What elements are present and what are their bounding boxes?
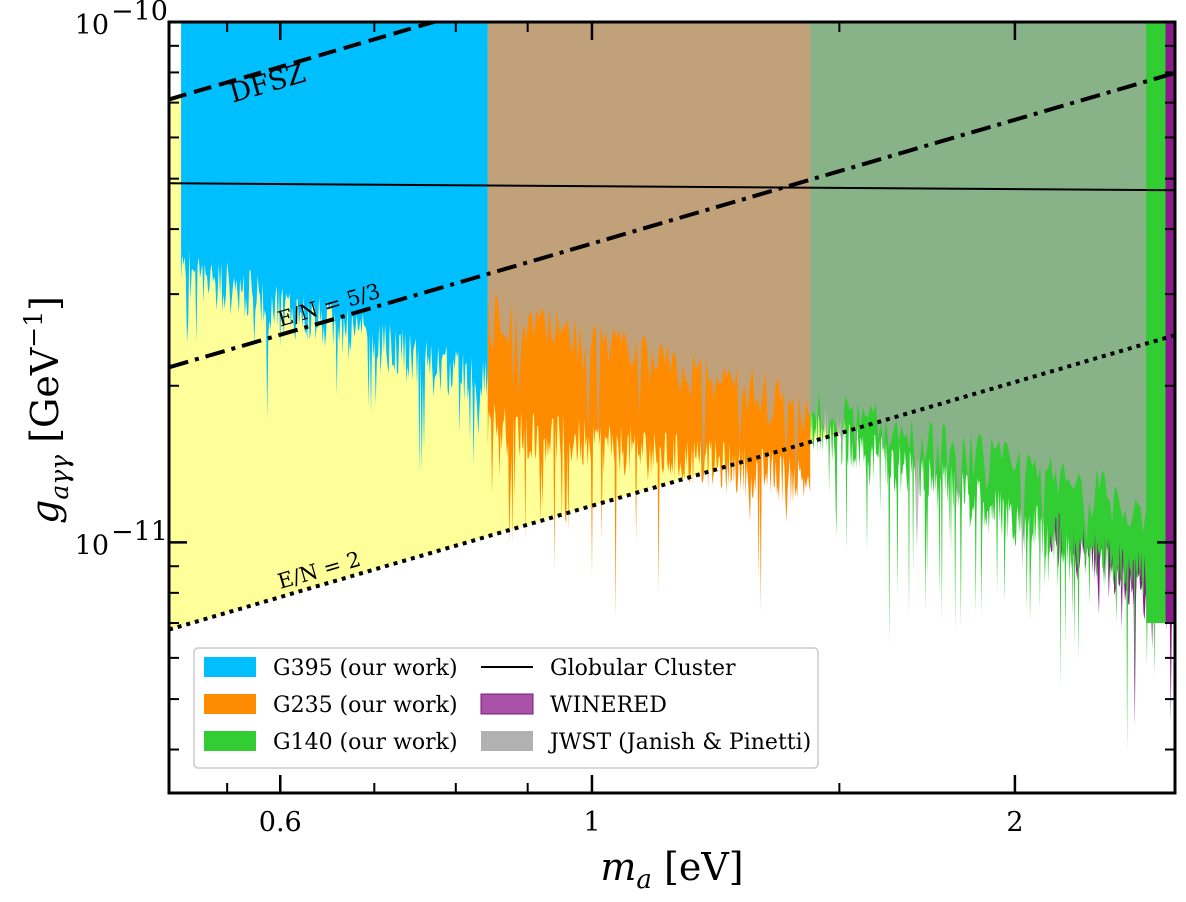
legend-label: G140 (our work) xyxy=(273,730,458,755)
legend-entry: WINERED xyxy=(480,693,667,718)
globular-cluster-line xyxy=(169,182,1175,192)
legend-label: JWST (Janish & Pinetti) xyxy=(548,730,811,755)
legend-entry: G395 (our work) xyxy=(204,656,458,681)
y-axis-label: gaγγ [GeV−1] xyxy=(19,296,74,524)
y-tick-label: 10 xyxy=(75,10,109,41)
y-tick-exponent: −10 xyxy=(111,0,168,27)
legend-swatch xyxy=(480,693,534,715)
legend: G395 (our work) G235 (our work) G140 (our … xyxy=(193,647,819,769)
x-tick-label: 2 xyxy=(1006,807,1023,838)
legend-entry: G235 (our work) xyxy=(204,693,458,718)
g140-edge-strip xyxy=(1146,22,1166,624)
g395-region xyxy=(181,22,488,475)
en-5-3-line xyxy=(169,70,1175,370)
legend-swatch xyxy=(204,694,256,714)
legend-label: Globular Cluster xyxy=(550,656,736,681)
legend-label: WINERED xyxy=(550,693,667,718)
x-tick-label: 1 xyxy=(583,807,600,838)
jwst-region xyxy=(487,22,1156,572)
winered-edge-strip xyxy=(1165,22,1175,624)
y-tick-exponent: −11 xyxy=(111,516,168,547)
y-tick-label: 10 xyxy=(75,530,109,561)
legend-label: G395 (our work) xyxy=(273,656,458,681)
x-tick-label: 0.6 xyxy=(259,807,302,838)
legend-swatch xyxy=(481,731,533,751)
legend-label: G235 (our work) xyxy=(273,693,458,718)
x-axis-label: ma [eV] xyxy=(600,845,743,895)
legend-swatch xyxy=(204,731,256,751)
legend-entry: JWST (Janish & Pinetti) xyxy=(481,730,811,755)
plot-frame xyxy=(167,20,1177,795)
legend-entry: Globular Cluster xyxy=(481,656,736,681)
legend-entry: G140 (our work) xyxy=(204,730,458,755)
en-2-line xyxy=(169,333,1175,632)
legend-swatch xyxy=(204,657,256,677)
